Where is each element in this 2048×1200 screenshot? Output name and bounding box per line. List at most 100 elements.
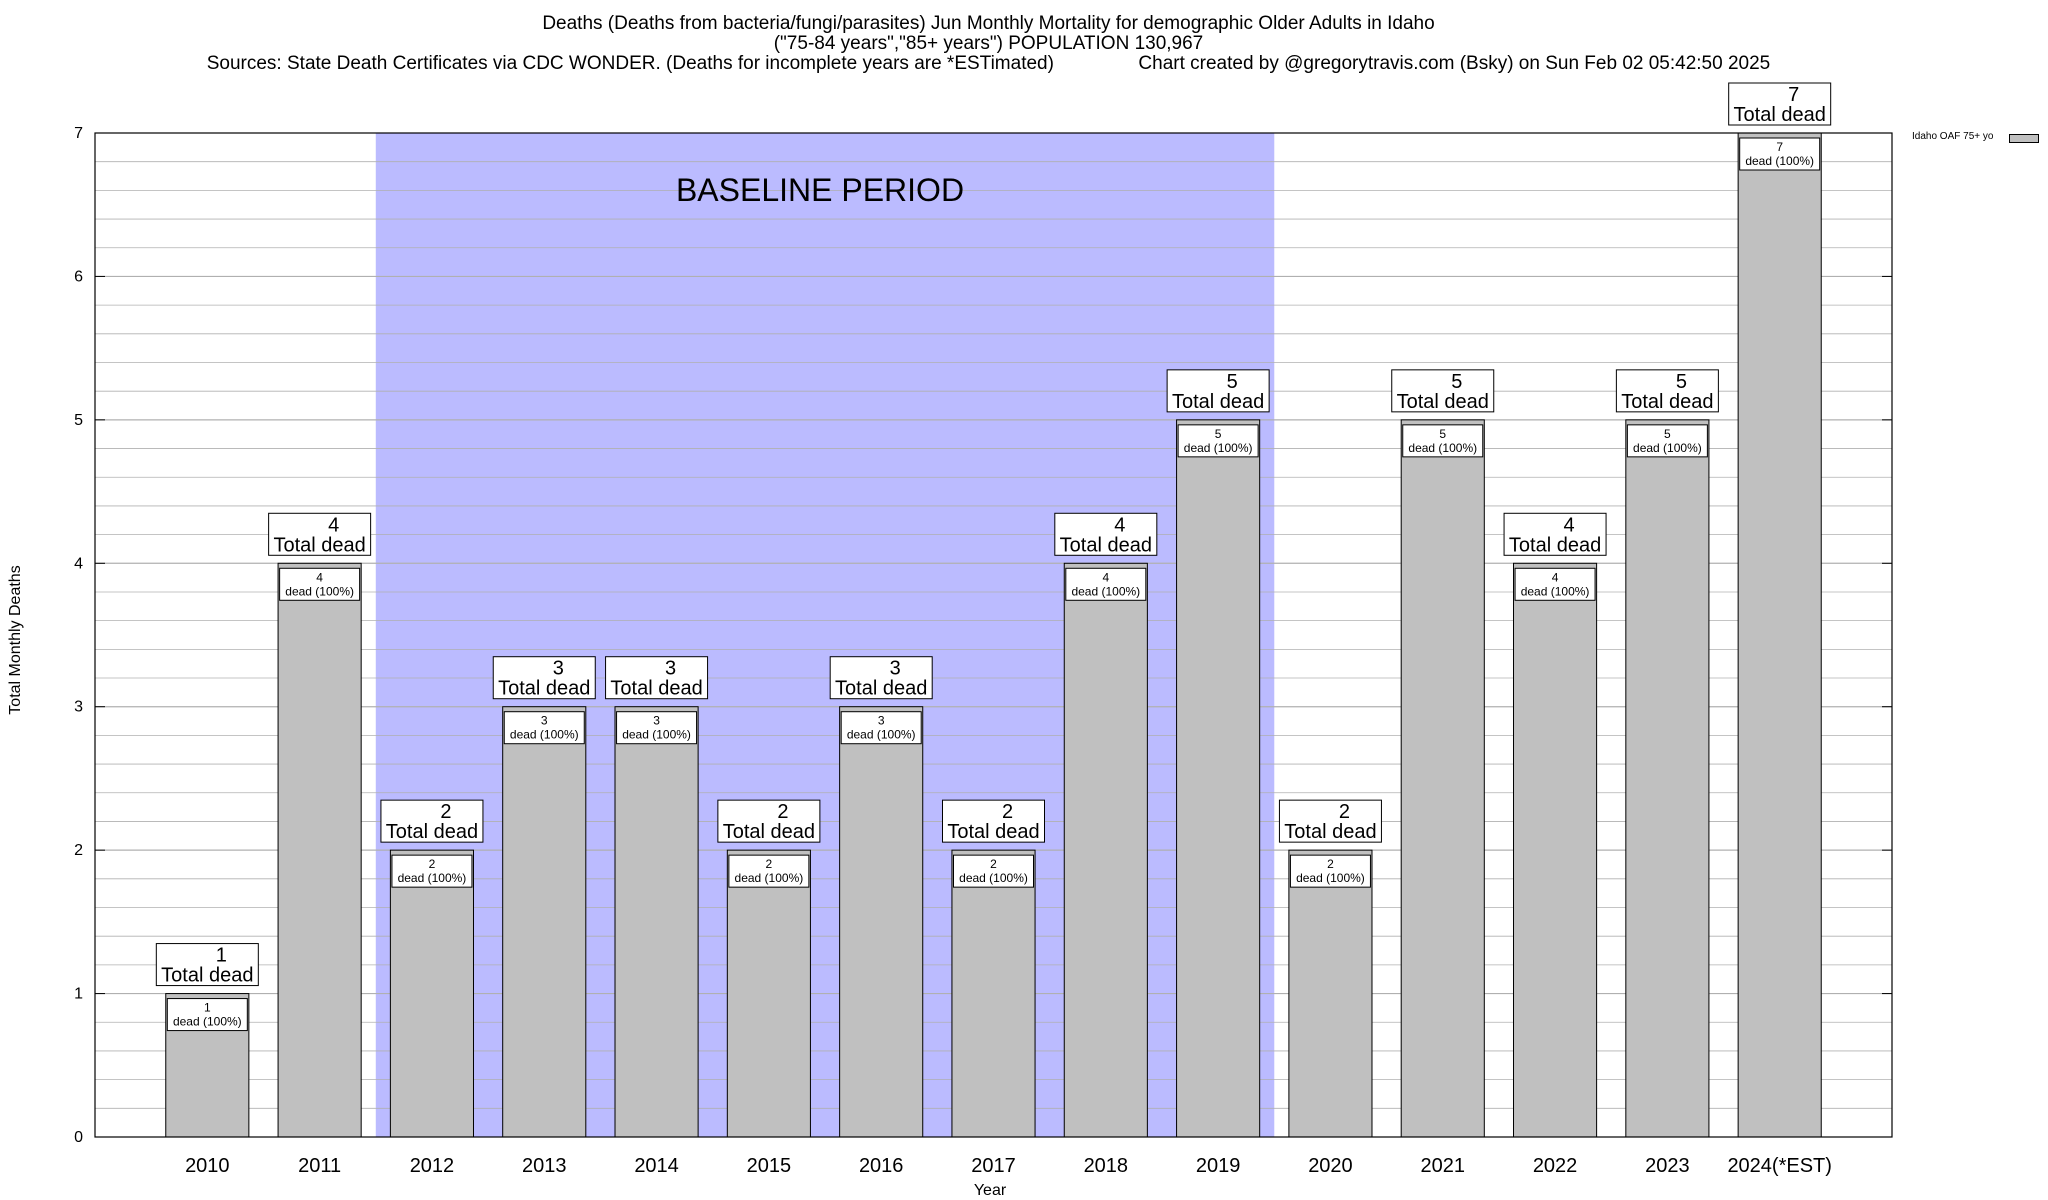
x-tick-label: 2016 [859,1155,904,1177]
bar-top-label: Total dead [498,678,590,700]
x-tick-label: 2022 [1533,1155,1578,1177]
bar-inner-label-box [728,854,810,888]
bar [1400,419,1485,1138]
bar [1063,562,1148,1138]
bar-top-count: 5 [1676,371,1687,393]
y-tick-label: 1 [74,986,83,1003]
bar-top-count: 5 [1227,371,1238,393]
bar-inner-label: dead (100%) [1745,154,1814,168]
bar-top-label: Total dead [1509,534,1601,556]
bar-inner-label-box [616,711,698,745]
y-tick-label: 3 [74,699,83,716]
bar-top-label-box [1278,799,1382,843]
bar-inner-label: dead (100%) [285,584,354,598]
y-tick-label: 4 [74,555,83,572]
plot-frame [94,132,1893,1138]
bar-top-label: Total dead [273,534,365,556]
bar-inner-count: 3 [878,714,885,728]
x-tick-label: 2013 [522,1155,567,1177]
bar-inner-count: 2 [766,857,773,871]
bar-top-label-box [268,512,372,556]
bar-inner-label: dead (100%) [1633,441,1702,455]
bar [1288,849,1373,1138]
bar-inner-label: dead (100%) [1296,871,1365,885]
bar-inner-label-box [166,998,248,1032]
bar-top-count: 2 [440,801,451,823]
bar-top-label-box [1615,369,1719,413]
x-tick-label: 2019 [1196,1155,1241,1177]
bar-inner-count: 4 [1552,570,1559,584]
bar [1513,562,1598,1138]
bar-inner-label-box [1177,424,1259,458]
bar-inner-label-box [1739,137,1821,171]
bar-inner-label-box [1626,424,1708,458]
bar-top-label: Total dead [947,821,1039,843]
bar [614,706,699,1138]
bar-inner-label: dead (100%) [1408,441,1477,455]
bar-inner-label: dead (100%) [622,728,691,742]
bar [726,849,811,1138]
source-note: Sources: State Death Certificates via CD… [206,53,1054,74]
y-tick-label: 2 [74,842,83,859]
bar-top-label: Total dead [161,965,253,987]
bar-top-label: Total dead [835,678,927,700]
y-tick-label: 5 [74,412,83,429]
bar [1176,419,1261,1138]
bar [839,706,924,1138]
bar-inner-label-box [391,854,473,888]
bar-top-label-box [1054,512,1158,556]
bar-top-count: 2 [777,801,788,823]
x-tick-label: 2023 [1645,1155,1690,1177]
bar-top-label: Total dead [1397,391,1489,413]
bar-inner-count: 3 [653,714,660,728]
bar-top-label: Total dead [1734,104,1826,126]
bar-inner-count: 5 [1664,427,1671,441]
x-tick-label: 2020 [1308,1155,1353,1177]
bar [1625,419,1710,1138]
chart-source-line: Sources: State Death Certificates via CD… [0,53,1977,75]
bar-inner-count: 2 [429,857,436,871]
x-tick-label: 2024(*EST) [1727,1155,1832,1177]
y-tick-label: 6 [74,268,83,285]
bar-inner-count: 4 [1102,570,1109,584]
bar-top-count: 1 [216,945,227,967]
bar-top-label-box [380,799,484,843]
bar-top-count: 2 [1339,801,1350,823]
bar-top-label-box [605,656,709,700]
baseline-period-label: BASELINE PERIOD [675,172,965,208]
chart-subtitle: ("75-84 years","85+ years") POPULATION 1… [773,33,1204,54]
bar-inner-label: dead (100%) [1071,584,1140,598]
bar [1737,132,1822,1138]
legend-swatch [2009,134,2039,143]
bar-inner-count: 7 [1776,140,1783,154]
x-tick-label: 2014 [634,1155,679,1177]
bar-top-label-box [1728,82,1832,126]
bar-inner-label-box [1514,567,1596,601]
bar-top-label: Total dead [1172,391,1264,413]
x-tick-label: 2017 [971,1155,1016,1177]
bar-top-count: 7 [1788,84,1799,106]
bar-inner-count: 3 [541,714,548,728]
bar-top-label-box [717,799,821,843]
bar-top-label-box [1166,369,1270,413]
bar-inner-label: dead (100%) [959,871,1028,885]
bar-inner-label-box [953,854,1034,888]
x-tick-label: 2018 [1084,1155,1129,1177]
x-tick-label: 2021 [1421,1155,1466,1177]
bar-top-label: Total dead [386,821,478,843]
bar [951,849,1036,1138]
bar-inner-label: dead (100%) [847,728,916,742]
bar-top-count: 3 [553,658,564,680]
bar-top-label-box [492,656,596,700]
bar [277,562,362,1138]
bar-inner-count: 5 [1215,427,1222,441]
x-tick-label: 2011 [298,1155,341,1177]
bar-inner-label: dead (100%) [735,871,804,885]
x-axis-title: Year [973,1182,1007,1199]
bar [502,706,587,1138]
bar-top-label: Total dead [1060,534,1152,556]
bar-top-label: Total dead [1284,821,1376,843]
bar-top-label-box [1391,369,1495,413]
